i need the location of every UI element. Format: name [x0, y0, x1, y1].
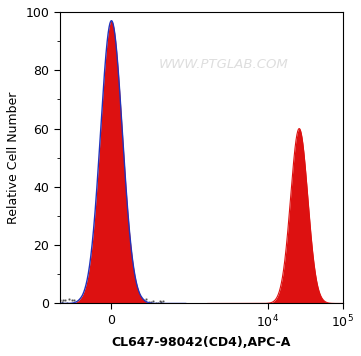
Point [137, 298, 143, 303]
Point [74, 300, 80, 306]
Point [89, 297, 95, 303]
Point [128, 299, 134, 304]
Point [104, 297, 110, 303]
Point [113, 299, 119, 305]
Point [64, 300, 70, 306]
Point [110, 297, 116, 303]
Point [92, 299, 98, 304]
Point [71, 297, 77, 303]
Point [151, 299, 156, 304]
Point [122, 297, 128, 303]
Point [60, 297, 66, 303]
Point [158, 300, 164, 305]
Point [131, 300, 137, 306]
Point [101, 300, 107, 306]
Point [157, 299, 162, 304]
Point [140, 297, 146, 303]
Point [77, 299, 83, 304]
X-axis label: CL647-98042(CD4),APC-A: CL647-98042(CD4),APC-A [112, 336, 291, 349]
Point [62, 298, 68, 303]
Point [148, 299, 154, 305]
Point [95, 300, 101, 305]
Point [119, 297, 125, 303]
Point [153, 300, 158, 305]
Point [57, 297, 63, 303]
Point [116, 297, 122, 302]
Point [66, 296, 72, 302]
Point [146, 299, 152, 305]
Point [143, 297, 149, 302]
Point [107, 298, 113, 304]
Point [69, 297, 75, 303]
Point [58, 299, 64, 304]
Y-axis label: Relative Cell Number: Relative Cell Number [7, 91, 20, 224]
Point [86, 298, 92, 304]
Point [83, 297, 89, 302]
Point [80, 299, 86, 305]
Point [160, 298, 166, 303]
Text: WWW.PTGLAB.COM: WWW.PTGLAB.COM [159, 58, 289, 71]
Point [98, 298, 104, 304]
Point [125, 300, 131, 305]
Point [155, 300, 161, 306]
Point [134, 300, 140, 306]
